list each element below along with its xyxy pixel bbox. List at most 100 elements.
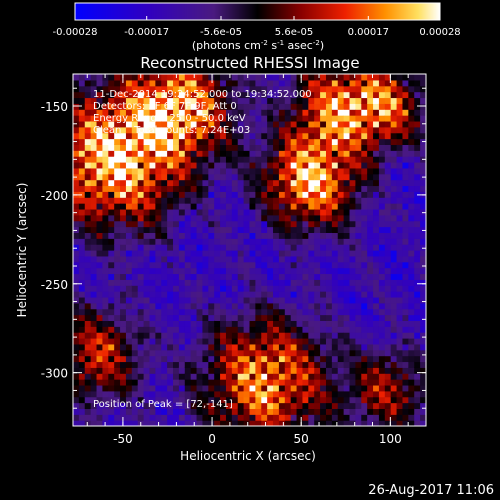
heatmap-cell (84, 396, 92, 404)
heatmap-cell (402, 343, 409, 351)
heatmap-cell (243, 85, 251, 93)
heatmap-cell (408, 379, 415, 386)
heatmap-cell (237, 267, 245, 275)
heatmap-cell (396, 402, 404, 409)
heatmap-cell (208, 349, 215, 357)
heatmap-cell (373, 373, 380, 380)
heatmap-cell (302, 79, 309, 87)
heatmap-cell (296, 220, 304, 228)
heatmap-cell (243, 91, 251, 99)
heatmap-cell (355, 74, 362, 81)
heatmap-cell (302, 126, 309, 134)
heatmap-cell (331, 74, 339, 81)
heatmap-cell (84, 314, 92, 321)
heatmap-cell (78, 302, 86, 310)
heatmap-cell (155, 314, 162, 321)
heatmap-cell (273, 179, 280, 187)
colorbar-gradient (74, 2, 441, 21)
heatmap-cell (302, 408, 309, 415)
heatmap-cell (214, 226, 221, 233)
heatmap-cell (343, 238, 351, 245)
heatmap-cell (355, 191, 362, 198)
heatmap-cell (325, 332, 333, 339)
heatmap-cell (273, 379, 280, 386)
heatmap-cell (131, 214, 139, 222)
heatmap-cell (249, 144, 256, 151)
heatmap-cell (214, 162, 221, 169)
heatmap-cell (114, 320, 121, 327)
heatmap-cell (184, 250, 192, 257)
heatmap-cell (161, 373, 168, 380)
heatmap-cell (225, 414, 233, 421)
heatmap-cell (273, 115, 280, 122)
heatmap-cell (302, 109, 309, 116)
heatmap-cell (120, 250, 127, 257)
heatmap-cell (331, 185, 339, 192)
heatmap-cell (214, 279, 221, 286)
heatmap-cell (314, 126, 321, 134)
heatmap-cell (78, 156, 86, 163)
heatmap-cell (125, 185, 133, 192)
colorbar-tick-label: -0.00017 (124, 27, 169, 38)
heatmap-cell (261, 244, 268, 251)
heatmap-cell (367, 144, 374, 151)
heatmap-cell (173, 232, 180, 239)
heatmap-cell (296, 320, 304, 327)
heatmap-cell (214, 115, 221, 122)
heatmap-cell (143, 238, 151, 245)
heatmap-cell (302, 349, 309, 357)
heatmap-cell (96, 361, 104, 368)
heatmap-cell (331, 132, 339, 140)
heatmap-cell (184, 232, 192, 239)
heatmap-cell (231, 420, 239, 426)
heatmap-cell (373, 138, 380, 145)
heatmap-cell (355, 390, 362, 398)
heatmap-cell (361, 208, 368, 216)
heatmap-cell (373, 103, 380, 110)
heatmap-cell (167, 162, 174, 169)
heatmap-cell (225, 308, 233, 316)
heatmap-cell (196, 390, 204, 398)
heatmap-cell (408, 97, 415, 104)
heatmap-cell (337, 379, 345, 386)
heatmap-cell (355, 132, 362, 140)
heatmap-cell (390, 179, 398, 187)
heatmap-cell (190, 167, 198, 175)
heatmap-cell (208, 255, 215, 263)
heatmap-cell (114, 308, 121, 316)
heatmap-cell (296, 408, 304, 415)
heatmap-cell (290, 420, 298, 426)
heatmap-cell (331, 79, 339, 87)
heatmap-cell (249, 320, 256, 327)
heatmap-cell (420, 255, 426, 263)
heatmap-cell (78, 420, 86, 426)
heatmap-cell (414, 343, 421, 351)
heatmap-cell (343, 197, 351, 204)
heatmap-cell (143, 390, 151, 398)
heatmap-cell (131, 173, 139, 181)
heatmap-cell (349, 79, 356, 87)
heatmap-cell (408, 91, 415, 99)
heatmap-cell (373, 214, 380, 222)
heatmap-cell (202, 226, 209, 233)
heatmap-cell (114, 191, 121, 198)
heatmap-cell (178, 408, 186, 415)
heatmap-cell (320, 85, 327, 93)
heatmap-cell (373, 420, 380, 426)
heatmap-cell (308, 408, 315, 415)
heatmap-cell (284, 343, 292, 351)
heatmap-cell (249, 167, 256, 175)
heatmap-cell (208, 267, 215, 275)
heatmap-cell (290, 326, 298, 333)
heatmap-cell (361, 156, 368, 163)
heatmap-cell (155, 185, 162, 192)
heatmap-cell (137, 261, 145, 269)
heatmap-cell (131, 390, 139, 398)
heatmap-cell (414, 103, 421, 110)
heatmap-cell (120, 308, 127, 316)
heatmap-cell (284, 162, 292, 169)
heatmap-cell (267, 214, 274, 222)
heatmap-cell (114, 326, 121, 333)
heatmap-cell (161, 273, 168, 280)
